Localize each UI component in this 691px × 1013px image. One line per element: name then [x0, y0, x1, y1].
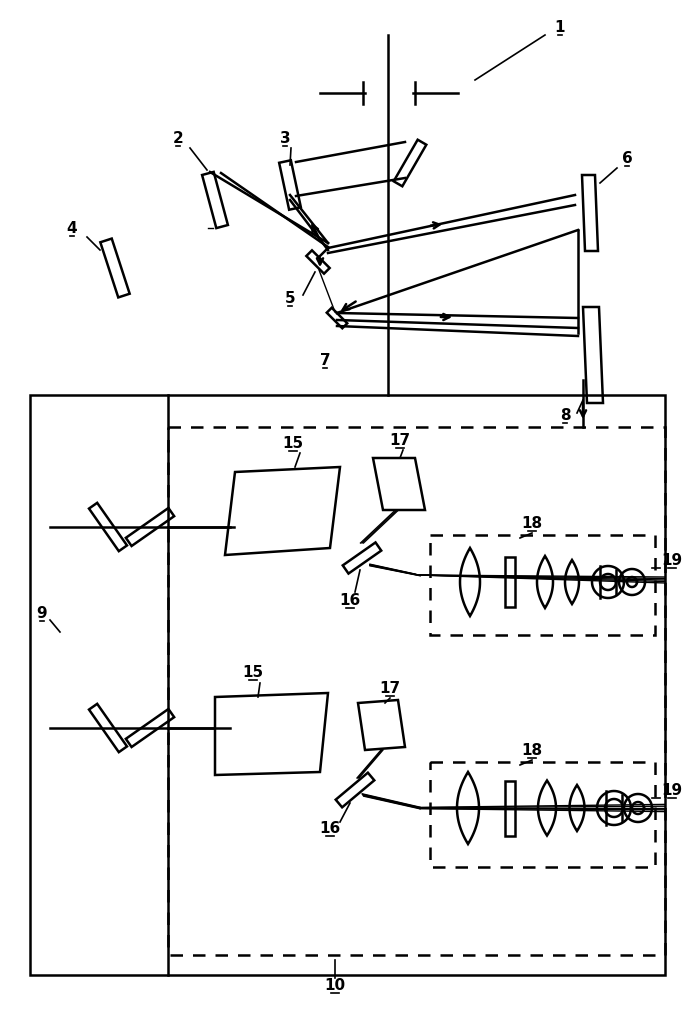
- Bar: [430, 762, 655, 867]
- Polygon shape: [126, 508, 174, 546]
- Bar: [168, 427, 665, 955]
- Polygon shape: [582, 175, 598, 251]
- Text: 6: 6: [622, 151, 632, 165]
- Text: 18: 18: [522, 516, 542, 531]
- Text: 7: 7: [320, 353, 330, 368]
- Polygon shape: [457, 772, 479, 844]
- Polygon shape: [373, 458, 425, 510]
- Polygon shape: [336, 773, 375, 807]
- Text: 9: 9: [37, 606, 47, 621]
- Bar: [30, 395, 665, 975]
- Text: 19: 19: [661, 782, 683, 797]
- Polygon shape: [538, 780, 556, 836]
- Text: 3: 3: [280, 131, 290, 146]
- Polygon shape: [505, 557, 515, 607]
- Text: 15: 15: [283, 436, 303, 451]
- Polygon shape: [202, 172, 228, 228]
- Text: 17: 17: [379, 681, 401, 696]
- Polygon shape: [327, 308, 348, 328]
- Polygon shape: [565, 560, 579, 604]
- Polygon shape: [89, 704, 127, 753]
- Polygon shape: [358, 700, 405, 750]
- Text: 16: 16: [319, 821, 341, 836]
- Text: 8: 8: [560, 407, 570, 422]
- Polygon shape: [583, 307, 603, 403]
- Text: 5: 5: [285, 291, 295, 306]
- Text: 16: 16: [339, 593, 361, 608]
- Polygon shape: [215, 693, 328, 775]
- Text: 2: 2: [173, 131, 183, 146]
- Polygon shape: [394, 140, 426, 186]
- Polygon shape: [89, 502, 127, 551]
- Polygon shape: [100, 239, 130, 298]
- Polygon shape: [225, 467, 340, 555]
- Text: 18: 18: [522, 743, 542, 758]
- Polygon shape: [460, 548, 480, 616]
- Text: 1: 1: [555, 19, 565, 34]
- Polygon shape: [343, 542, 381, 573]
- Text: 10: 10: [325, 978, 346, 993]
- Polygon shape: [537, 556, 553, 608]
- Polygon shape: [505, 780, 515, 836]
- Text: 19: 19: [661, 552, 683, 567]
- Polygon shape: [126, 709, 174, 747]
- Text: 15: 15: [243, 665, 263, 680]
- Polygon shape: [306, 250, 330, 274]
- Bar: [430, 535, 655, 635]
- Text: 17: 17: [390, 433, 410, 448]
- Polygon shape: [279, 160, 301, 210]
- Polygon shape: [569, 785, 585, 831]
- Text: 4: 4: [67, 221, 77, 235]
